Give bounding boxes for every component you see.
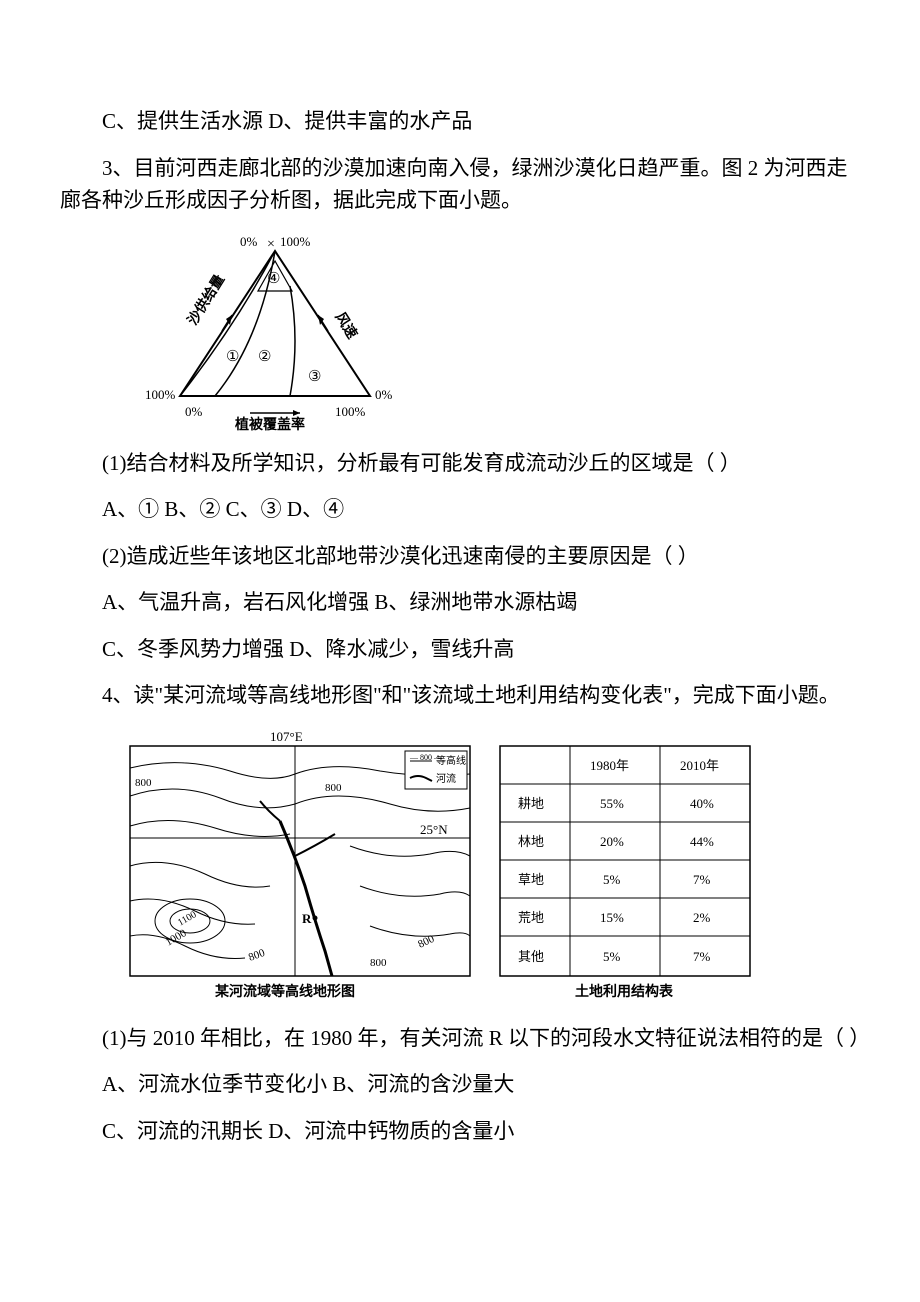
row3-col2: 2% bbox=[693, 910, 711, 925]
q4-intro: 4、读"某河流域等高线地形图"和"该流域土地利用结构变化表"，完成下面小题。 bbox=[60, 679, 860, 712]
point-r-label: R bbox=[302, 911, 312, 926]
row1-col0: 林地 bbox=[518, 834, 544, 849]
map-and-table: 107°E 25°N 800 800 1000 1100 800 800 bbox=[120, 726, 760, 1006]
bottom-left-outer: 100% bbox=[145, 387, 176, 402]
row1-col2: 44% bbox=[690, 834, 714, 849]
bottom-right-outer: 0% bbox=[375, 387, 393, 402]
q4-sub1-stem: (1)与 2010 年相比，在 1980 年，有关河流 R 以下的河段水文特征说… bbox=[60, 1022, 860, 1055]
region-3-label: ③ bbox=[308, 369, 321, 385]
q4-figure: 107°E 25°N 800 800 1000 1100 800 800 bbox=[120, 726, 860, 1006]
region-2-label: ② bbox=[258, 349, 271, 365]
row2-col2: 7% bbox=[693, 872, 711, 887]
top-right-pct: 100% bbox=[280, 234, 311, 249]
legend-contour-label: 等高线 bbox=[436, 754, 466, 767]
row0-col2: 40% bbox=[690, 796, 714, 811]
row4-col1: 5% bbox=[603, 949, 621, 964]
table-caption: 土地利用结构表 bbox=[575, 983, 674, 1000]
legend-river-label: 河流 bbox=[436, 772, 456, 785]
q3-sub2-options-ab: A、气温升高，岩石风化增强 B、绿洲地带水源枯竭 bbox=[60, 586, 860, 619]
bottom-right-inner: 100% bbox=[335, 404, 366, 419]
triangle-diagram: ① ② ③ ④ 0% 100% × 沙供给量 风速 100% 0% 0% 100… bbox=[140, 231, 410, 431]
row4-col2: 7% bbox=[693, 949, 711, 964]
row1-col1: 20% bbox=[600, 834, 624, 849]
row2-col1: 5% bbox=[603, 872, 621, 887]
contour-800-a: 800 bbox=[325, 782, 342, 794]
q3-sub2-stem: (2)造成近些年该地区北部地带沙漠化迅速南侵的主要原因是（ ） bbox=[60, 540, 860, 573]
q3-intro-text: 3、目前河西走廊北部的沙漠加速向南入侵，绿洲沙漠化日趋严重。图 2 为河西走廊各… bbox=[60, 156, 848, 213]
contour-800-d: 800 bbox=[370, 957, 387, 969]
left-axis-label: 沙供给量 bbox=[184, 271, 228, 327]
row0-col0: 耕地 bbox=[518, 796, 544, 811]
q3-intro: 3、目前河西走廊北部的沙漠加速向南入侵，绿洲沙漠化日趋严重。图 2 为河西走廊各… bbox=[60, 152, 860, 217]
q3-sub1-stem: (1)结合材料及所学知识，分析最有可能发育成流动沙丘的区域是（ ） bbox=[60, 447, 860, 480]
th-1980: 1980年 bbox=[590, 758, 629, 773]
q3-figure: ① ② ③ ④ 0% 100% × 沙供给量 风速 100% 0% 0% 100… bbox=[140, 231, 860, 431]
row3-col1: 15% bbox=[600, 910, 624, 925]
row0-col1: 55% bbox=[600, 796, 624, 811]
top-left-pct: 0% bbox=[240, 234, 258, 249]
th-2010: 2010年 bbox=[680, 758, 719, 773]
row2-col0: 草地 bbox=[518, 872, 544, 887]
lat-label: 25°N bbox=[420, 822, 448, 837]
landuse-table: 1980年 2010年 耕地 55% 40% 林地 20% 44% 草地 5% … bbox=[500, 746, 750, 1000]
region-1-label: ① bbox=[226, 349, 239, 365]
q4-sub1-options-cd: C、河流的汛期长 D、河流中钙物质的含量小 bbox=[60, 1115, 860, 1148]
q4-sub1-options-ab: A、河流水位季节变化小 B、河流的含沙量大 bbox=[60, 1068, 860, 1101]
right-axis-label: 风速 bbox=[332, 309, 361, 342]
q3-sub2-options-cd: C、冬季风势力增强 D、降水减少，雪线升高 bbox=[60, 633, 860, 666]
q2-options-cd: C、提供生活水源 D、提供丰富的水产品 bbox=[60, 105, 860, 138]
contour-map: 107°E 25°N 800 800 1000 1100 800 800 bbox=[130, 729, 470, 1000]
lon-label: 107°E bbox=[270, 729, 303, 744]
region-4-label: ④ bbox=[267, 271, 280, 287]
q4-intro-text: 4、读"某河流域等高线地形图"和"该流域土地利用结构变化表"，完成下面小题。 bbox=[102, 683, 840, 707]
q3-sub1-options: A、① B、② C、③ D、④ bbox=[60, 493, 860, 526]
bottom-left-inner: 0% bbox=[185, 404, 203, 419]
bottom-axis-label: 植被覆盖率 bbox=[234, 416, 305, 431]
row4-col0: 其他 bbox=[518, 949, 544, 964]
contour-800-e: 800 bbox=[135, 777, 152, 789]
top-x-icon: × bbox=[267, 237, 275, 252]
map-caption: 某河流域等高线地形图 bbox=[215, 983, 355, 1000]
row3-col0: 荒地 bbox=[518, 910, 544, 925]
